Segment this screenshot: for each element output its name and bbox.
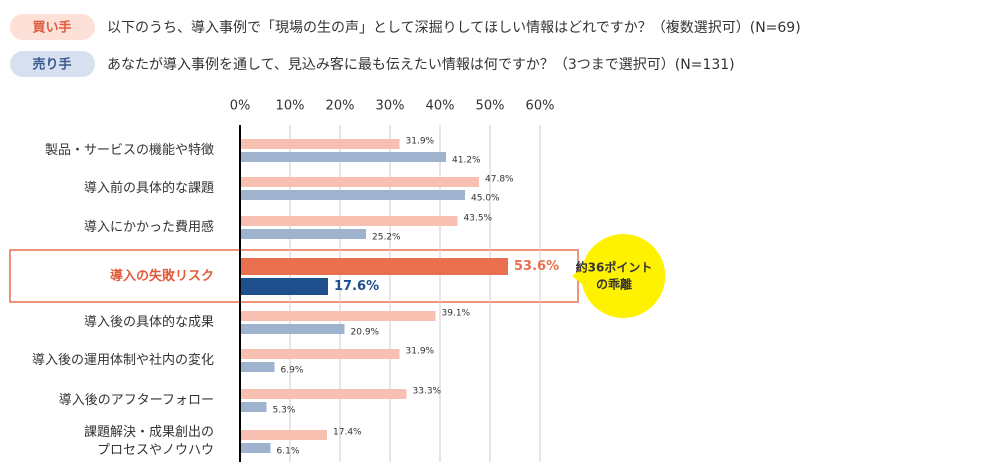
value-label: 31.9% — [406, 137, 435, 147]
x-tick-label: 30% — [376, 99, 405, 114]
value-label: 17.4% — [333, 428, 362, 438]
value-label: 47.8% — [485, 175, 514, 185]
bar — [240, 402, 267, 412]
value-label: 41.2% — [452, 156, 481, 166]
value-label: 53.6% — [514, 259, 559, 274]
bar — [240, 443, 271, 453]
category-label: 導入後のアフターフォロー — [59, 393, 214, 408]
value-label: 25.2% — [372, 233, 401, 243]
legend-text: あなたが導入事例を通して、見込み客に最も伝えたい情報は何ですか？（3つまで選択可… — [107, 56, 735, 73]
legend-pill — [10, 14, 95, 40]
x-tick-label: 40% — [426, 99, 455, 114]
category-label: 導入後の具体的な成果 — [84, 314, 214, 330]
value-label: 43.5% — [464, 214, 493, 224]
bar — [240, 389, 407, 399]
bar — [240, 311, 436, 321]
value-label: 17.6% — [334, 279, 379, 294]
x-tick-label: 50% — [476, 99, 505, 114]
bar — [240, 278, 328, 295]
bar — [240, 216, 458, 226]
legend-pill — [10, 51, 95, 77]
bar — [240, 190, 465, 200]
value-label: 31.9% — [406, 347, 435, 357]
bar — [240, 258, 508, 275]
value-label: 39.1% — [442, 309, 471, 319]
category-label: 導入前の具体的な課題 — [84, 180, 214, 196]
value-label: 6.1% — [277, 447, 300, 457]
category-label: 導入の失敗リスク — [110, 268, 214, 284]
bar — [240, 229, 366, 239]
value-label: 20.9% — [351, 328, 380, 338]
value-label: 5.3% — [273, 406, 296, 416]
category-label: 導入後の運用体制や社内の変化 — [32, 352, 214, 368]
bar — [240, 430, 327, 440]
legend-label: 売り手 — [32, 57, 71, 73]
bar — [240, 362, 275, 372]
legend-label: 買い手 — [32, 20, 71, 36]
x-tick-label: 60% — [526, 99, 555, 114]
bar — [240, 177, 479, 187]
bar — [240, 152, 446, 162]
x-tick-label: 20% — [326, 99, 355, 114]
annotation: 約36ポイントの乖離 — [576, 259, 653, 291]
category-label: 製品・サービスの機能や特徴 — [45, 143, 214, 158]
annotation-bubble — [572, 234, 666, 318]
value-label: 33.3% — [413, 387, 442, 397]
category-label: 導入にかかった費用感 — [84, 219, 214, 235]
value-label: 45.0% — [471, 194, 500, 204]
value-label: 6.9% — [281, 366, 304, 376]
bar — [240, 139, 400, 149]
x-tick-label: 10% — [276, 99, 305, 114]
bar — [240, 324, 345, 334]
x-tick-label: 0% — [230, 99, 251, 114]
category-label: 課題解決・成果創出のプロセスやノウハウ — [84, 424, 214, 458]
legend-text: 以下のうち、導入事例で「現場の生の声」として深掘りしてほしい情報はどれですか？（… — [107, 19, 801, 36]
bar — [240, 349, 400, 359]
